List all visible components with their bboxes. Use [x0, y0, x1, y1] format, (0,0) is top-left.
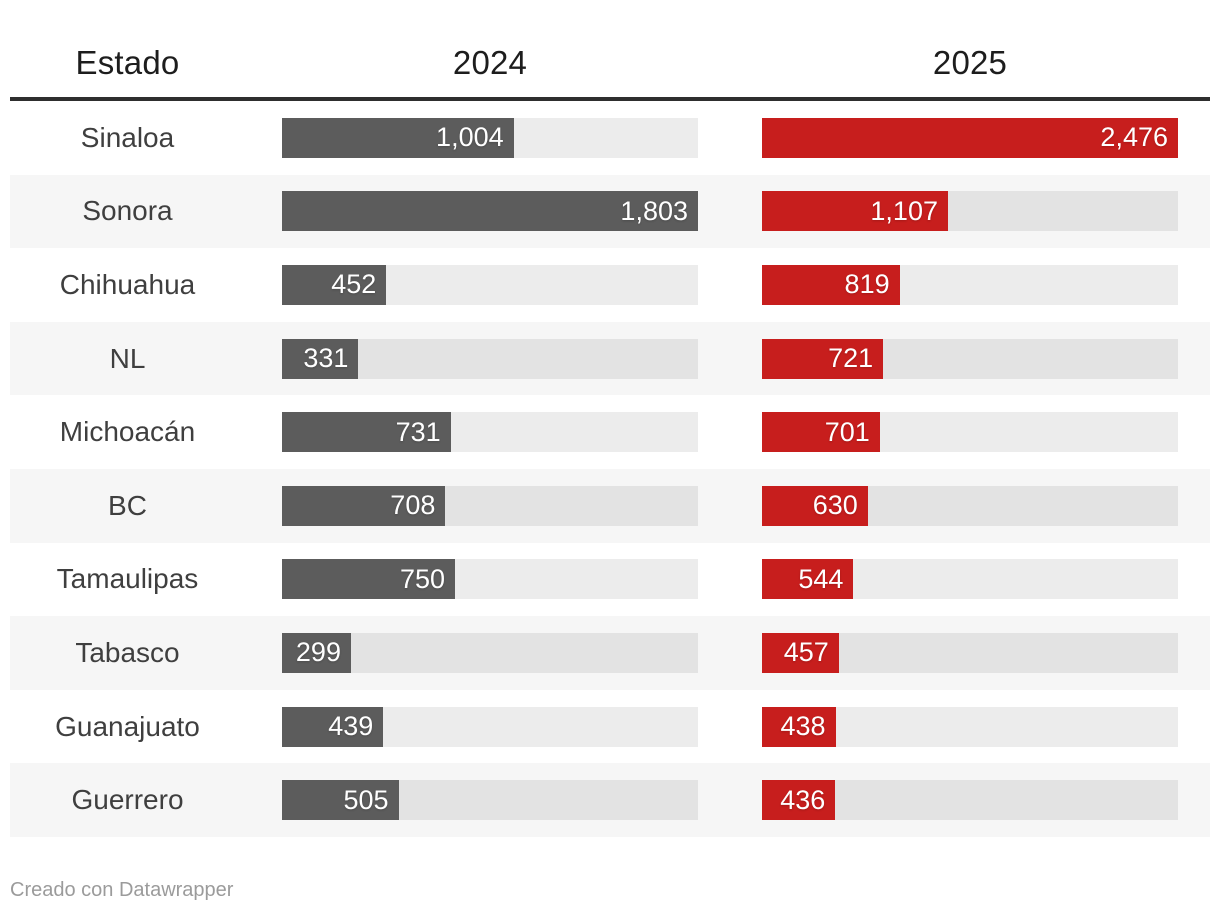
table-row: Tabasco 299 457: [10, 616, 1210, 690]
bar-track-2025: 630: [762, 485, 1178, 526]
bar-2024: 1,004: [282, 117, 514, 158]
bar-value-2024: 708: [390, 490, 436, 521]
state-label: Sinaloa: [80, 121, 175, 153]
col-header-2024: 2024: [452, 44, 528, 81]
state-label: Tamaulipas: [56, 563, 199, 595]
bar-2025: 701: [762, 412, 880, 453]
bar-track-2025: 2,476: [762, 117, 1178, 158]
table-row: Tamaulipas 750 544: [10, 543, 1210, 617]
bar-2025: 438: [762, 706, 836, 747]
header-divider-rule: [10, 97, 1210, 101]
state-label: BC: [108, 489, 147, 521]
bar-track-2025: 457: [762, 632, 1178, 673]
bar-2025: 819: [762, 264, 900, 305]
bar-track-2025: 544: [762, 559, 1178, 600]
table-row: Michoacán 731 701: [10, 395, 1210, 469]
bar-value-2024: 1,803: [620, 195, 688, 226]
state-label: NL: [109, 342, 146, 374]
state-label: Guanajuato: [55, 710, 200, 742]
bar-value-2024: 331: [303, 343, 349, 374]
bar-track-2024: 331: [282, 338, 698, 379]
bar-2025: 436: [762, 780, 836, 821]
bar-value-2024: 750: [399, 563, 446, 594]
bar-value-2024: 1,004: [436, 122, 504, 153]
table-row: Guerrero 505 436: [10, 763, 1210, 837]
bar-value-2024: 299: [295, 637, 341, 668]
bar-value-2025: 630: [812, 490, 858, 521]
bar-2025: 544: [762, 559, 854, 600]
bar-track-2025: 438: [762, 706, 1178, 747]
bar-2024: 439: [282, 706, 384, 747]
bar-value-2025: 457: [783, 637, 829, 668]
bar-track-2024: 452: [282, 264, 698, 305]
bar-track-2024: 750: [282, 559, 698, 600]
state-label: Sonora: [82, 195, 173, 227]
bar-value-2024: 731: [395, 416, 441, 447]
bar-track-2024: 505: [282, 780, 698, 821]
bar-track-2025: 701: [762, 412, 1178, 453]
state-label: Michoacán: [59, 416, 196, 448]
col-header-estado: Estado: [75, 44, 180, 81]
state-label: Tabasco: [75, 636, 180, 668]
bar-value-2025: 721: [828, 343, 874, 374]
bar-track-2024: 1,803: [282, 191, 698, 232]
table-row: Sonora 1,803 1,107: [10, 174, 1210, 249]
bar-value-2024: 505: [343, 784, 389, 815]
bar-value-2025: 819: [844, 269, 890, 300]
bar-track-2024: 439: [282, 706, 698, 747]
bar-track-2024: 299: [282, 632, 698, 673]
bar-2025: 2,476: [762, 117, 1178, 158]
datawrapper-credit-link[interactable]: Creado con Datawrapper: [10, 878, 234, 901]
bar-2024: 731: [282, 412, 451, 453]
col-header-2025: 2025: [932, 44, 1008, 81]
bar-track-2025: 1,107: [762, 191, 1178, 232]
bar-value-2025: 701: [824, 416, 870, 447]
bar-track-2024: 1,004: [282, 117, 698, 158]
bar-track-2024: 731: [282, 412, 698, 453]
bar-track-2025: 819: [762, 264, 1178, 305]
bar-2025: 457: [762, 632, 839, 673]
bar-track-2025: 721: [762, 338, 1178, 379]
bar-2025: 721: [762, 338, 884, 379]
bar-value-2025: 1,107: [870, 195, 938, 226]
table-row: BC 708 630: [10, 468, 1210, 543]
table-body: Sinaloa 1,004 2,476 Sonora 1,803 1,107 Chihuah…: [10, 101, 1210, 837]
bar-table-chart: Estado 2024 2025 Sinaloa 1,004 2,476 Sonora…: [10, 29, 1210, 837]
bar-value-2025: 544: [798, 563, 844, 594]
bar-2024: 505: [282, 780, 399, 821]
bar-track-2024: 708: [282, 485, 698, 526]
table-row: Chihuahua 452 819: [10, 248, 1210, 322]
bar-value-2024: 439: [328, 711, 374, 742]
bar-2025: 630: [762, 485, 868, 526]
table-row: Guanajuato 439 438: [10, 690, 1210, 764]
bar-2025: 1,107: [762, 191, 948, 232]
bar-2024: 708: [282, 485, 446, 526]
bar-2024: 452: [282, 264, 387, 305]
state-label: Chihuahua: [59, 268, 196, 300]
bar-value-2024: 452: [331, 269, 377, 300]
bar-value-2025: 436: [780, 784, 826, 815]
table-header-row: Estado 2024 2025: [10, 29, 1210, 97]
table-row: Sinaloa 1,004 2,476: [10, 101, 1210, 175]
bar-value-2025: 2,476: [1100, 122, 1168, 153]
bar-2024: 750: [282, 559, 456, 600]
bar-track-2025: 436: [762, 780, 1178, 821]
table-row: NL 331 721: [10, 321, 1210, 396]
bar-2024: 1,803: [282, 191, 698, 232]
state-label: Guerrero: [71, 784, 184, 816]
bar-2024: 331: [282, 338, 359, 379]
bar-2024: 299: [282, 632, 351, 673]
bar-value-2025: 438: [780, 711, 826, 742]
